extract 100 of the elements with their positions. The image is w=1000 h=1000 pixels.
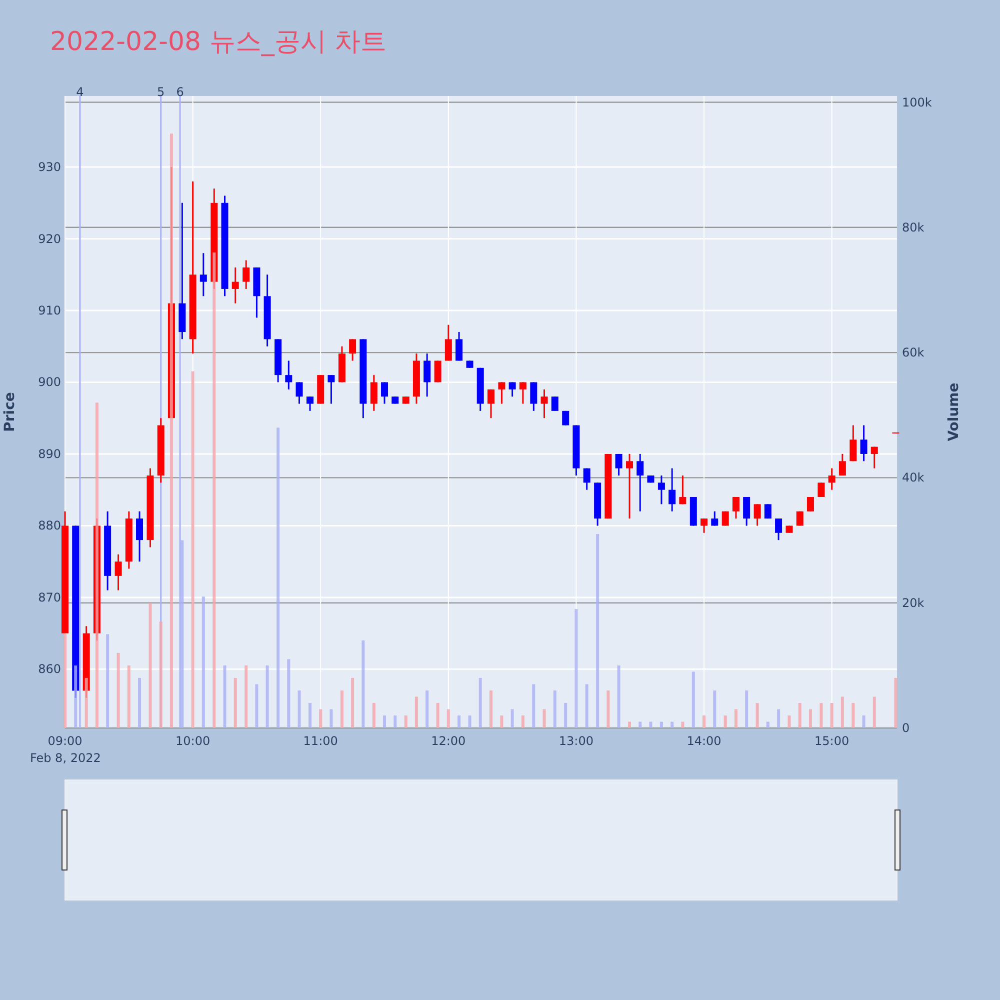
candlestick [679,474,686,505]
bar [702,715,706,728]
candlestick [838,453,846,476]
candlestick [711,510,718,526]
y-tick-label: 930 [38,160,61,174]
bar [330,709,333,728]
candlestick [285,360,292,390]
bar [638,722,642,728]
bar [808,709,812,728]
bar [244,665,248,728]
bar [298,690,301,728]
bar [766,722,770,728]
bar [351,678,354,728]
candlestick [498,381,506,404]
candlestick [764,503,772,520]
bar [830,702,834,728]
annotation: 6 [176,85,184,99]
bar [436,702,440,728]
bar [670,722,674,728]
y2-tick-label: 60k [902,346,924,360]
bar [692,672,695,728]
bar [585,684,588,728]
bar [446,709,450,728]
y2-tick-label: 80k [902,220,924,234]
candlestick [519,381,526,404]
text: Feb 8, 2022 [30,751,101,765]
bar [596,534,600,728]
candlestick [370,374,378,412]
bar [564,702,568,728]
y2-tick-label: 0 [902,721,910,735]
bar [574,609,578,728]
x-tick-label: 11:00 [303,734,338,748]
bar [234,678,237,728]
bar [777,709,780,728]
candlestick [775,518,782,541]
candlestick [434,360,442,383]
candlestick [136,510,144,562]
x-tick-label: 13:00 [558,734,594,748]
candlestick [540,388,548,419]
y-tick-label: 880 [38,518,61,533]
bar [383,715,386,728]
candlestick [349,338,356,362]
candlestick [530,381,538,412]
candlestick [444,324,452,362]
bar [414,696,418,728]
bar [852,702,855,728]
candlestick [328,374,335,404]
bar [266,665,269,728]
bar [426,690,429,728]
bar [372,702,376,728]
candlestick [668,468,676,512]
candlestick [700,518,708,534]
bar [500,715,504,728]
bar [532,684,536,728]
bar [628,722,632,728]
bar [617,665,620,728]
candlestick [743,496,750,526]
bar [106,634,110,728]
candlestick [860,424,868,462]
candlestick [636,453,644,512]
bar [223,665,226,728]
bar [894,678,898,728]
bar [820,702,823,728]
candlestick [806,496,814,512]
bar [606,690,610,728]
bar [478,678,482,728]
candlestick [732,496,740,520]
annotation: 4 [76,85,84,99]
y-tick-label: 910 [38,303,61,318]
candlestick [870,446,878,470]
bar [362,640,365,728]
x-tick-label: 12:00 [431,734,466,748]
x-tick-label: 15:00 [814,734,850,748]
bar [468,715,472,728]
candlestick [232,266,239,304]
bar [138,678,142,728]
bar [308,702,312,728]
bar [660,722,663,728]
bar [319,709,322,728]
bar [840,696,844,728]
bar [159,622,162,728]
candlestick [200,252,207,297]
candlestick [424,352,431,398]
bar [542,709,546,728]
y2-tick-label: 100k [902,95,932,110]
bar [734,709,738,728]
y2-tick-label: 40k [902,470,924,485]
candlestick [114,554,122,592]
candlestick [242,260,250,290]
bar [724,715,727,728]
candlestick [296,381,303,404]
y2-axis-title: Volume [946,382,962,442]
candlestick [626,453,634,520]
annotation: 5 [157,85,165,99]
y-tick-label: 860 [38,662,61,676]
candlestick [754,503,761,526]
y-tick-label: 900 [38,375,61,390]
bar [681,722,684,728]
candlestick [551,396,558,412]
candlestick [456,331,463,362]
